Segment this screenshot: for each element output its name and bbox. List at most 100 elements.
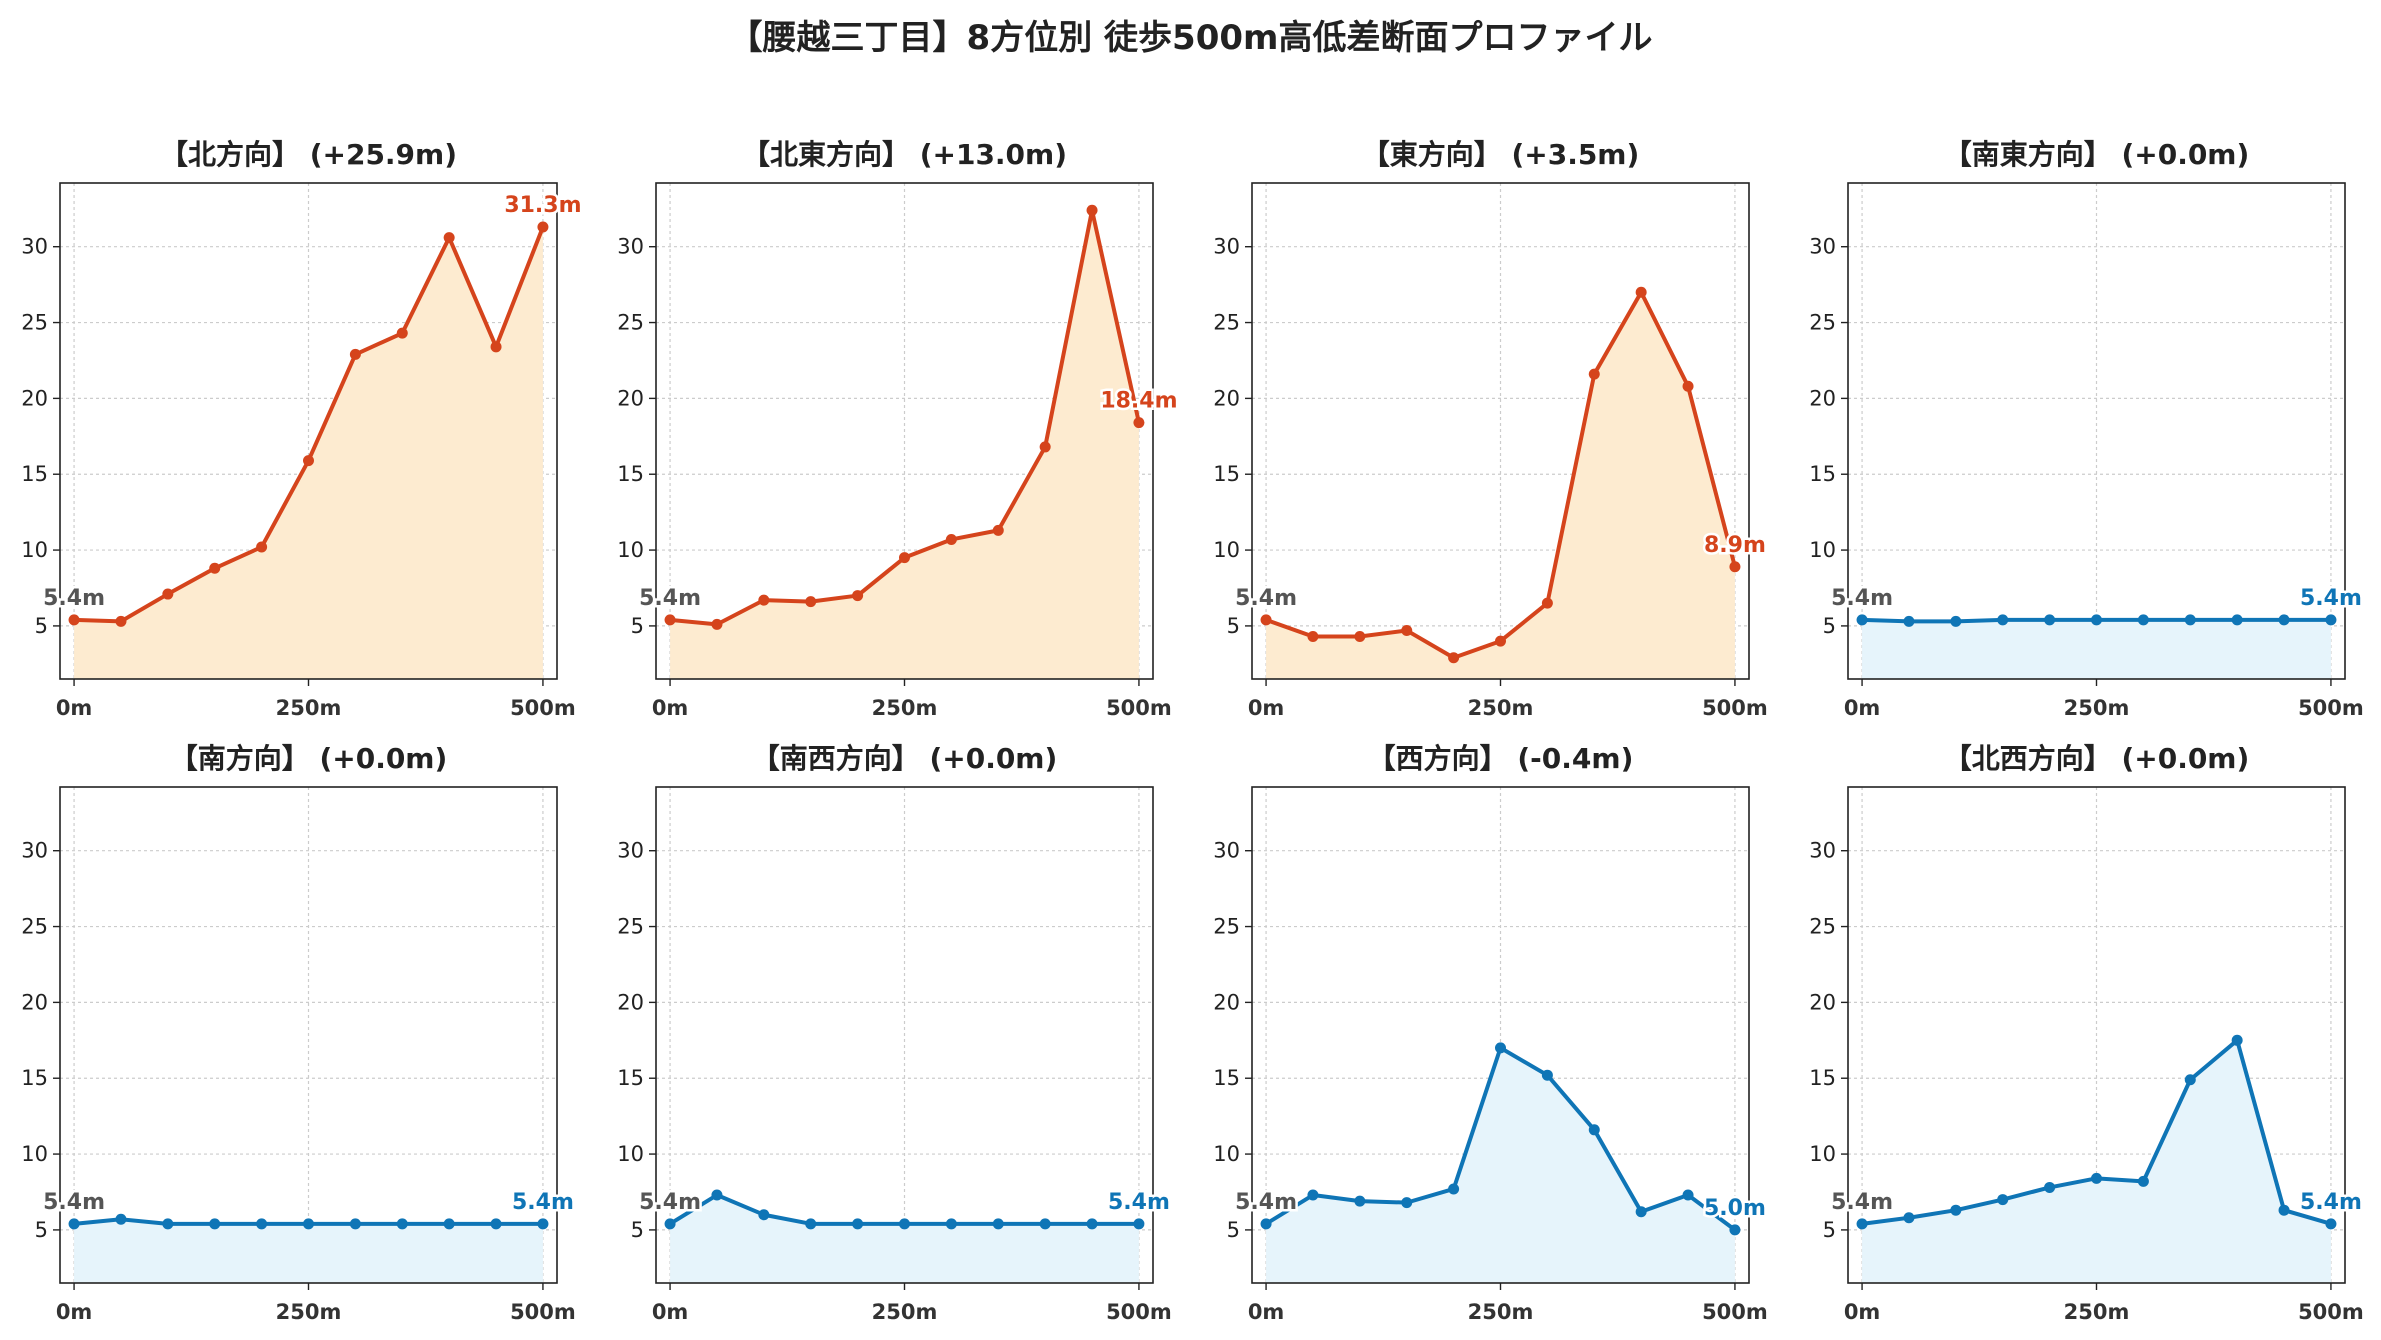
y-tick-label: 25	[21, 311, 48, 335]
data-point	[945, 1218, 957, 1230]
data-point	[1729, 561, 1741, 573]
data-point	[2044, 614, 2056, 626]
profile-panel: 5 10 15 20 25 30 0m 250m 500m 【北東方向】 (+13.0m) 5.4m…	[617, 138, 1180, 720]
profile-panel: 5 10 15 20 25 30 0m 250m 500m 【東方向】 (+3.5m) 5.4m 8.…	[1213, 138, 1768, 720]
data-point	[1950, 1204, 1962, 1216]
data-point	[2044, 1181, 2056, 1193]
y-tick-label: 25	[617, 915, 644, 939]
data-point	[115, 1213, 127, 1225]
panel-title: 【南東方向】 (+0.0m)	[1944, 138, 2250, 171]
y-tick-label: 30	[617, 839, 644, 863]
data-point	[1682, 1189, 1694, 1201]
end-elevation-label: 5.4m	[512, 1190, 574, 1215]
data-point	[1448, 652, 1460, 664]
data-point	[992, 524, 1004, 536]
x-tick-label: 0m	[1248, 1300, 1285, 1324]
data-point	[899, 552, 910, 564]
y-tick-label: 20	[1809, 386, 1836, 410]
start-elevation-label: 5.4m	[1831, 586, 1893, 611]
y-tick-label: 10	[21, 1142, 48, 1166]
end-elevation-label: 18.4m	[1100, 389, 1177, 414]
x-tick-label: 500m	[1106, 1300, 1172, 1324]
x-tick-label: 500m	[1702, 696, 1768, 720]
start-elevation-label: 5.4m	[43, 586, 105, 611]
profile-area	[670, 1195, 1139, 1283]
start-elevation-label: 5.4m	[1235, 586, 1297, 611]
data-point	[1401, 1197, 1413, 1209]
y-tick-label: 20	[1213, 990, 1240, 1014]
data-point	[2184, 614, 2196, 626]
y-tick-label: 10	[1213, 1142, 1240, 1166]
data-point	[1495, 635, 1506, 647]
data-point	[349, 1218, 361, 1230]
data-point	[537, 1218, 549, 1230]
x-tick-label: 250m	[2064, 1300, 2130, 1324]
end-elevation-label: 5.0m	[1704, 1196, 1766, 1221]
end-elevation-label: 5.4m	[2300, 586, 2362, 611]
y-tick-label: 5	[1823, 1218, 1836, 1242]
x-tick-label: 250m	[276, 1300, 342, 1324]
data-point	[664, 614, 676, 626]
data-point	[1307, 631, 1319, 643]
y-tick-label: 15	[1213, 1066, 1240, 1090]
profile-area	[1266, 292, 1735, 679]
x-tick-label: 250m	[872, 1300, 938, 1324]
panel-title: 【西方向】 (-0.4m)	[1368, 742, 1634, 775]
data-point	[2325, 1218, 2337, 1230]
x-tick-label: 500m	[510, 696, 576, 720]
data-point	[256, 541, 268, 553]
data-point	[1635, 1206, 1647, 1218]
data-point	[1635, 286, 1647, 298]
data-point	[396, 327, 408, 339]
y-tick-label: 15	[1809, 1066, 1836, 1090]
y-tick-label: 30	[617, 235, 644, 259]
data-point	[1856, 1218, 1868, 1230]
y-tick-label: 15	[21, 1066, 48, 1090]
profile-area	[670, 210, 1139, 680]
data-point	[899, 1218, 910, 1230]
data-point	[490, 341, 502, 353]
data-point	[1086, 204, 1098, 216]
data-point	[1133, 417, 1145, 429]
data-point	[1729, 1224, 1741, 1236]
data-point	[1950, 615, 1962, 627]
y-tick-label: 30	[1809, 839, 1836, 863]
data-point	[2137, 614, 2149, 626]
x-tick-label: 250m	[276, 696, 342, 720]
profile-panel: 5 10 15 20 25 30 0m 250m 500m 【西方向】 (-0.4m) 5.4m 5.…	[1213, 742, 1768, 1324]
profile-area	[1266, 1047, 1735, 1283]
x-tick-label: 0m	[652, 1300, 689, 1324]
data-point	[2231, 614, 2243, 626]
y-tick-label: 10	[1809, 538, 1836, 562]
x-tick-label: 500m	[510, 1300, 576, 1324]
x-tick-label: 250m	[872, 696, 938, 720]
data-point	[1354, 1195, 1366, 1207]
y-tick-label: 15	[617, 1066, 644, 1090]
profile-panel: 5 10 15 20 25 30 0m 250m 500m 【北西方向】 (+0.0m) 5.4m 5…	[1809, 742, 2364, 1324]
data-point	[852, 590, 864, 602]
profile-panel: 5 10 15 20 25 30 0m 250m 500m 【南方向】 (+0.0m) 5.4m 5.…	[21, 742, 576, 1324]
profile-panel: 5 10 15 20 25 30 0m 250m 500m 【南東方向】 (+0.0m) 5.4m 5…	[1809, 138, 2364, 720]
y-tick-label: 20	[21, 386, 48, 410]
y-tick-label: 30	[1213, 839, 1240, 863]
x-tick-label: 250m	[1468, 696, 1534, 720]
data-point	[1856, 614, 1868, 626]
data-point	[1401, 624, 1413, 636]
y-tick-label: 15	[617, 462, 644, 486]
y-tick-label: 20	[1213, 386, 1240, 410]
data-point	[349, 348, 361, 360]
x-tick-label: 0m	[56, 1300, 93, 1324]
data-point	[1588, 368, 1600, 380]
y-tick-label: 30	[21, 235, 48, 259]
data-point	[303, 1218, 314, 1230]
end-elevation-label: 31.3m	[504, 193, 581, 218]
x-tick-label: 500m	[1702, 1300, 1768, 1324]
data-point	[1682, 380, 1694, 392]
data-point	[711, 1189, 723, 1201]
end-elevation-label: 5.4m	[2300, 1190, 2362, 1215]
y-tick-label: 5	[631, 614, 644, 638]
y-tick-label: 15	[21, 462, 48, 486]
x-tick-label: 500m	[1106, 696, 1172, 720]
y-tick-label: 5	[1227, 614, 1240, 638]
data-point	[2137, 1175, 2149, 1187]
